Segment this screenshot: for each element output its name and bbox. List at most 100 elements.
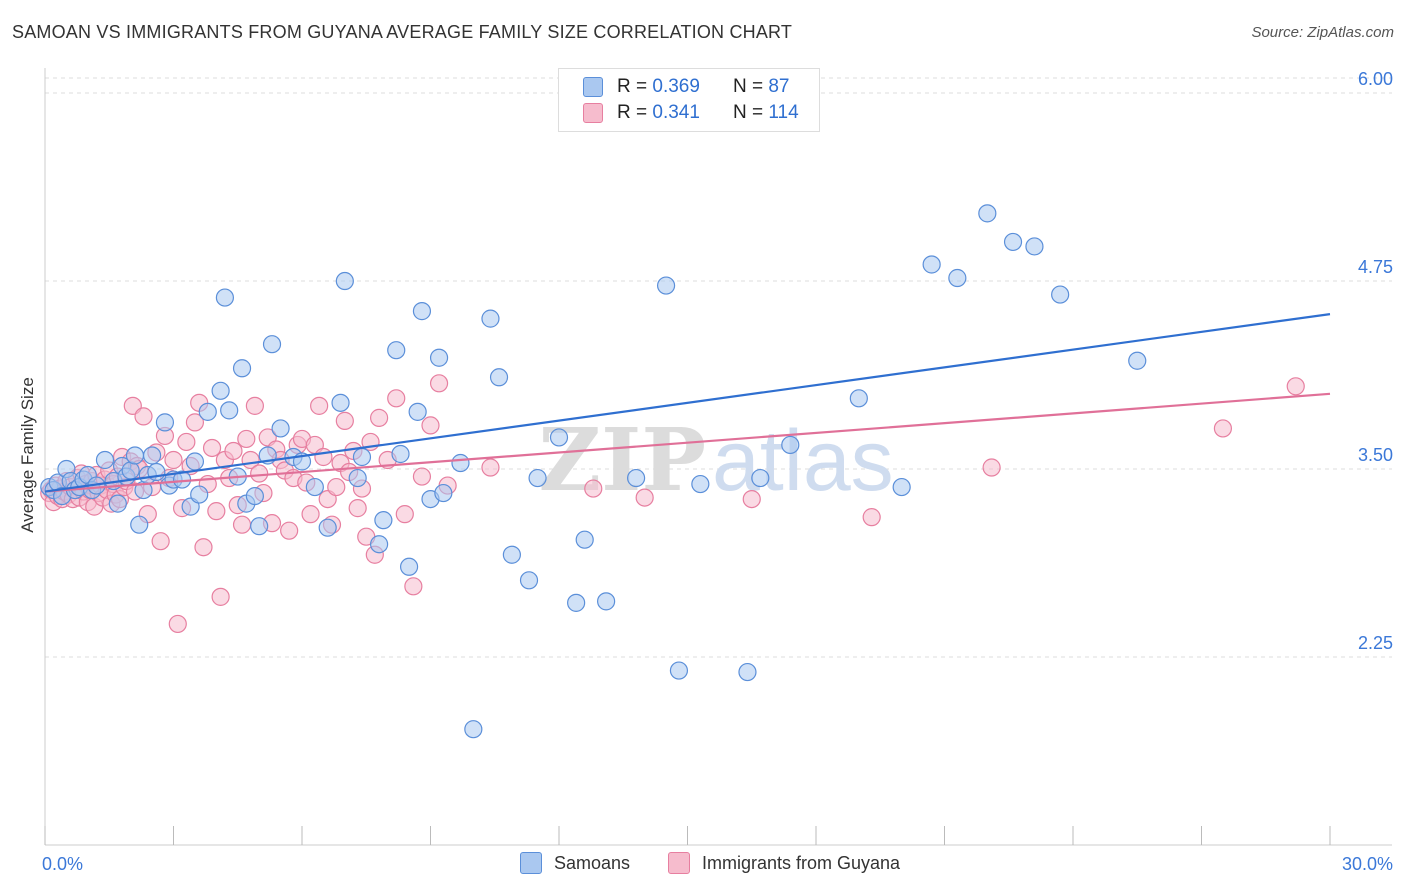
legend-row-samoans: R = 0.369 N = 87 <box>583 75 789 99</box>
samoan-point <box>250 517 269 536</box>
r-label: R = <box>617 102 648 123</box>
guyana-point <box>177 432 196 452</box>
samoan-point <box>669 661 689 680</box>
samoan-point <box>922 255 941 274</box>
guyana-trend-line <box>44 392 1331 493</box>
r-label: R = <box>617 76 648 97</box>
samoan-point <box>95 450 115 470</box>
guyana-point <box>348 499 367 518</box>
samoan-point <box>348 468 367 488</box>
guyana-point <box>1286 377 1305 396</box>
guyana-point <box>327 477 346 497</box>
samoan-point <box>626 468 646 488</box>
trend-lines <box>44 313 1331 493</box>
samoan-point <box>130 515 149 534</box>
samoan-point <box>408 402 427 421</box>
samoan-point <box>481 309 500 328</box>
samoans-legend-swatch <box>520 852 542 874</box>
samoan-point <box>374 511 393 530</box>
samoan-point <box>738 662 757 682</box>
samoan-point <box>656 276 676 295</box>
n-label: N = <box>732 76 764 97</box>
samoan-point <box>391 444 410 464</box>
guyana-point <box>314 447 333 467</box>
samoan-point <box>305 477 324 497</box>
samoan-point <box>1051 285 1070 304</box>
guyana-point <box>429 374 449 393</box>
guyana-point <box>245 396 264 415</box>
guyana-point <box>862 508 881 527</box>
samoan-point <box>691 474 710 494</box>
guyana-point <box>194 538 213 557</box>
guyana-point <box>387 389 406 408</box>
correlation-legend: R = 0.369 N = 87 R = 0.341 N = 114 <box>558 68 820 132</box>
samoan-point <box>331 393 350 412</box>
guyana-point <box>395 505 414 524</box>
legend-item-guyana: Immigrants from Guyana <box>668 852 900 874</box>
guyana-point <box>370 408 389 427</box>
x-tick-label: 30.0% <box>1342 854 1393 874</box>
samoan-point <box>434 483 453 503</box>
x-tick-label: 0.0% <box>42 854 83 874</box>
samoan-point <box>108 494 127 513</box>
chart-title: SAMOAN VS IMMIGRANTS FROM GUYANA AVERAGE… <box>12 22 793 42</box>
guyana-point <box>412 467 432 486</box>
samoan-point <box>142 446 162 465</box>
samoan-point <box>597 592 616 611</box>
guyana-n-value: 114 <box>768 102 799 123</box>
samoan-point <box>190 485 209 504</box>
samoan-point <box>502 545 521 564</box>
guyana-point <box>224 441 243 461</box>
guyana-point <box>232 515 252 534</box>
guyana-point <box>237 429 256 449</box>
samoan-trend-line <box>44 313 1331 493</box>
n-label: N = <box>732 102 764 123</box>
samoan-point <box>528 468 547 488</box>
samoans-legend-label: Samoans <box>554 852 631 873</box>
guyana-r-value: 0.341 <box>652 102 700 123</box>
guyana-point <box>168 614 187 634</box>
samoan-point <box>262 335 282 354</box>
samoan-point <box>948 268 967 288</box>
samoan-point <box>399 557 419 576</box>
guyana-point <box>134 407 153 426</box>
guyana-point <box>164 450 183 470</box>
guyana-point <box>742 489 761 509</box>
series-legend: Samoans Immigrants from Guyana <box>0 852 1406 880</box>
axes <box>44 68 1392 846</box>
watermark-atlas: atlas <box>712 413 894 509</box>
source-label: Source: ZipAtlas.com <box>1251 24 1394 41</box>
legend-item-samoans: Samoans <box>520 852 630 874</box>
guyana-point <box>982 458 1001 477</box>
guyana-legend-label: Immigrants from Guyana <box>702 852 901 873</box>
samoan-point <box>232 359 252 378</box>
legend-row-guyana: R = 0.341 N = 114 <box>583 101 799 125</box>
samoan-point <box>335 271 354 291</box>
guyana-legend-swatch <box>668 852 690 874</box>
guyana-point <box>481 458 500 477</box>
guyana-point <box>202 438 222 458</box>
guyana-point <box>404 577 423 596</box>
samoan-point <box>271 419 290 438</box>
samoan-point <box>849 389 868 408</box>
guyana-point <box>310 396 329 415</box>
guyana-point <box>280 521 299 540</box>
samoan-point <box>781 435 800 455</box>
guyana-point <box>421 416 440 435</box>
samoan-point <box>1128 351 1147 370</box>
samoan-point <box>155 413 175 432</box>
guyana-point <box>151 532 170 551</box>
guyana-point <box>185 413 205 432</box>
samoan-point <box>978 204 997 223</box>
samoan-point <box>185 452 205 471</box>
guyana-point <box>335 411 354 430</box>
series-samoans <box>40 204 1147 739</box>
samoan-point <box>751 468 770 488</box>
y-tick-label: 4.75 <box>1358 257 1393 277</box>
samoan-point <box>464 720 483 739</box>
guyana-point <box>584 479 603 498</box>
tick-labels: 6.00 4.75 3.50 2.25 0.0% 30.0% <box>42 69 1393 874</box>
samoan-point <box>489 368 509 387</box>
guyana-swatch <box>583 103 603 123</box>
samoan-point <box>352 447 372 467</box>
